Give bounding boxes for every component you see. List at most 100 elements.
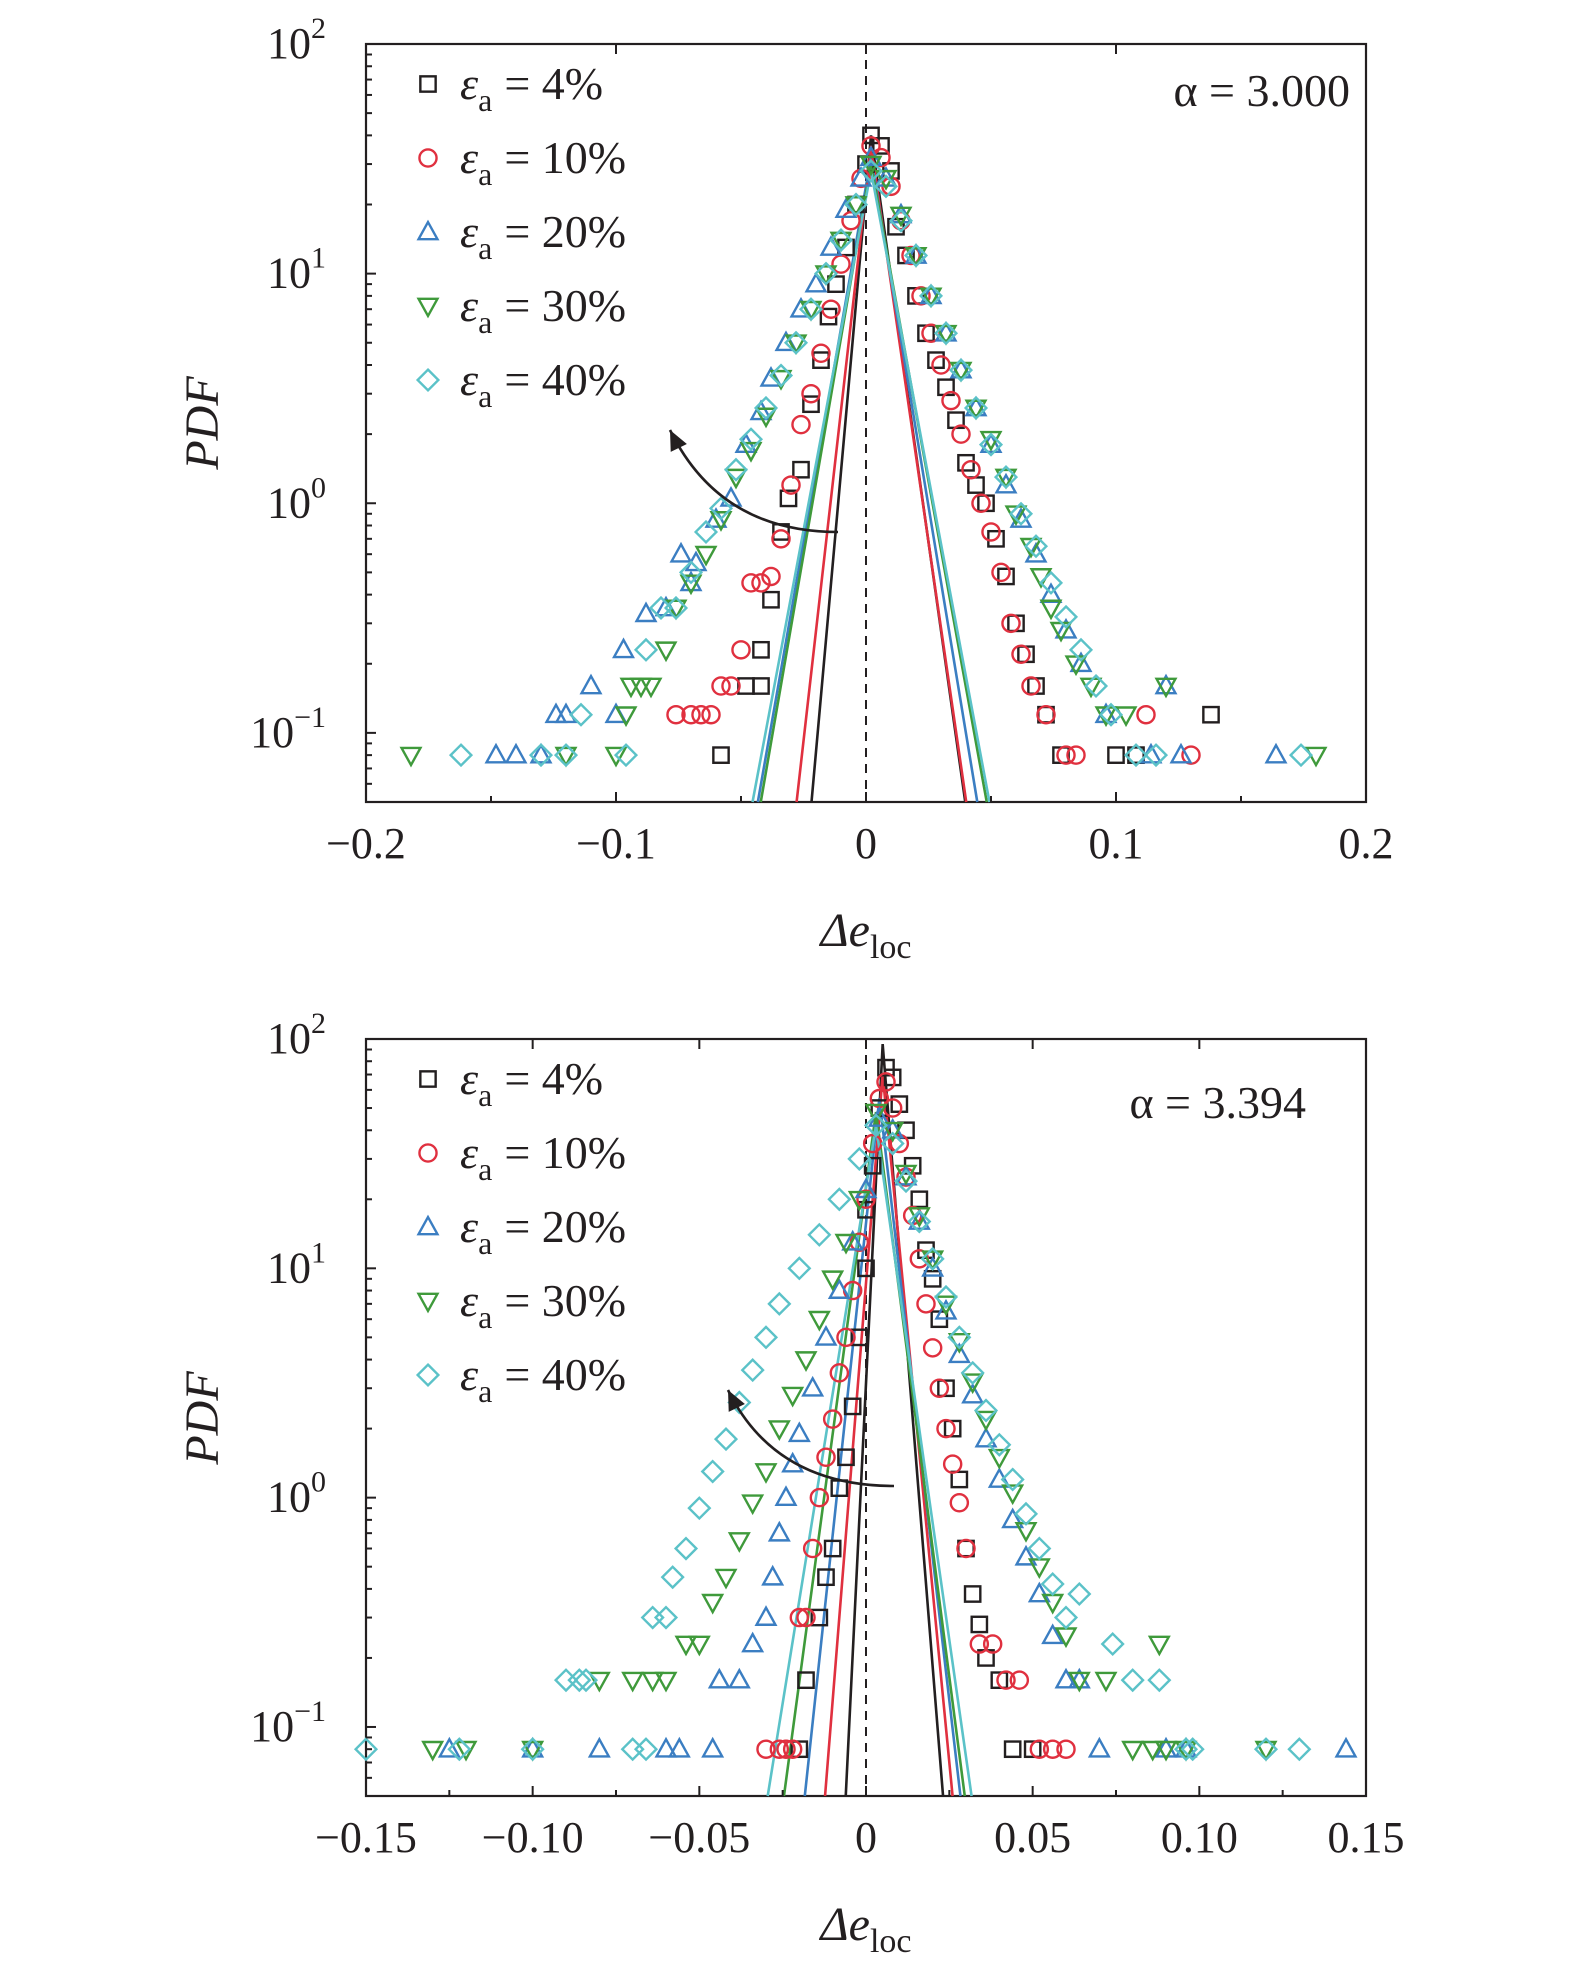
data-point-20pct: [1014, 1544, 1038, 1566]
data-point-20pct: [521, 1736, 545, 1758]
data-point-40pct: [1068, 637, 1094, 662]
data-point-4pct: [863, 1156, 882, 1175]
data-point-30pct: [807, 1310, 831, 1332]
data-point-30pct: [454, 1740, 478, 1762]
data-point-20pct: [1154, 1736, 1178, 1758]
data-point-4pct: [843, 1397, 862, 1416]
data-point-30pct: [1039, 599, 1063, 621]
data-point-4pct: [810, 1608, 829, 1627]
legend-label: εa = 40%: [460, 354, 626, 414]
data-point-10pct: [809, 1487, 830, 1508]
data-point-20pct: [761, 1564, 785, 1586]
data-point-30pct: [654, 1671, 678, 1693]
data-point-20pct: [1027, 1581, 1051, 1603]
data-point-40pct: [973, 1398, 999, 1423]
data-point-40pct: [738, 427, 764, 452]
data-point-40pct: [693, 519, 719, 544]
data-point-40pct: [978, 432, 1004, 457]
data-point-10pct: [982, 1634, 1003, 1654]
data-point-30pct: [864, 1103, 888, 1125]
data-point-4pct: [1027, 677, 1045, 695]
data-point-40pct: [708, 496, 734, 521]
data-point-30pct: [1141, 1740, 1165, 1762]
data-point-4pct: [802, 395, 820, 414]
data-point-40pct: [1013, 1501, 1039, 1526]
data-point-10pct: [971, 493, 991, 514]
y-tick-label: 10−1: [250, 701, 326, 757]
data-point-4pct: [752, 677, 770, 695]
data-point-20pct: [907, 1209, 931, 1230]
data-point-30pct: [1174, 1740, 1198, 1762]
data-point-40pct: [553, 1668, 579, 1693]
data-point-40pct: [863, 1113, 889, 1138]
axis-ticks: −0.15 −0.10 −0.05 0 0.05 0.10 0.15 10−1 100 101 10…: [250, 1007, 1404, 1862]
data-point-10pct: [789, 1607, 810, 1628]
x-axis-title-sub: loc: [870, 929, 912, 966]
data-point-20pct: [1041, 1623, 1065, 1645]
legend-marker-10pct: [418, 148, 438, 168]
data-point-20pct: [767, 1520, 791, 1542]
data-point-10pct: [1001, 613, 1021, 634]
data-point-10pct: [996, 1670, 1016, 1690]
data-point-30pct: [694, 545, 718, 567]
legend-marker-40pct: [415, 1362, 441, 1388]
data-point-10pct: [1009, 1670, 1030, 1690]
data-point-4pct: [950, 1470, 969, 1489]
legend: εa = 4% εa = 10% εa = 20% εa = 30% εa = 40%: [415, 58, 626, 414]
data-point-4pct: [812, 351, 830, 369]
data-point-20pct: [1334, 1736, 1358, 1758]
legend-label: εa = 30%: [460, 280, 626, 340]
x-tick-label: 0.2: [1339, 819, 1394, 868]
data-point-20pct: [827, 1278, 851, 1299]
data-point-30pct: [781, 1386, 805, 1408]
data-point-10pct: [822, 1409, 843, 1429]
data-point-40pct: [798, 297, 824, 322]
data-point-20pct: [634, 601, 658, 623]
data-point-40pct: [888, 208, 914, 233]
data-point-40pct: [1287, 1737, 1312, 1762]
data-point-40pct: [903, 243, 929, 268]
data-point-10pct: [949, 1493, 970, 1513]
legend-label: εa = 20%: [460, 1201, 626, 1261]
x-tick-label: 0.10: [1161, 1813, 1238, 1862]
y-tick-label: 100: [267, 471, 326, 527]
data-point-40pct: [920, 1246, 945, 1271]
data-point-20pct: [437, 1736, 461, 1758]
data-point-30pct: [949, 361, 973, 383]
fit-line-30pct: [782, 1111, 967, 1797]
data-point-4pct: [997, 567, 1015, 586]
x-axis-title-sub: loc: [870, 1923, 912, 1960]
data-point-40pct: [653, 1605, 679, 1630]
trend-arrow-head: [670, 430, 687, 452]
chart-panel-bottom: −0.15 −0.10 −0.05 0 0.05 0.10 0.15 10−1 100 101 10…: [176, 1007, 1405, 1960]
data-point-10pct: [761, 566, 781, 587]
data-point-4pct: [857, 1259, 875, 1278]
data-point-30pct: [654, 641, 678, 663]
data-point-40pct: [783, 330, 809, 355]
data-point-30pct: [974, 1410, 998, 1432]
x-tick-label: −0.15: [315, 1813, 417, 1862]
data-point-40pct: [678, 560, 704, 585]
data-point-4pct: [1127, 746, 1145, 764]
data-point-10pct: [666, 704, 686, 725]
data-point-40pct: [633, 1737, 659, 1762]
data-point-10pct: [942, 1454, 963, 1474]
data-point-4pct: [850, 1328, 869, 1347]
y-tick-label: 101: [267, 1236, 326, 1292]
fit-line-20pct: [756, 157, 979, 803]
x-axis-title: Δeloc: [818, 904, 911, 966]
data-point-4pct: [779, 489, 798, 508]
data-point-20pct: [679, 570, 703, 592]
data-point-4pct: [762, 590, 780, 609]
data-point-10pct: [1011, 644, 1031, 664]
data-point-20pct: [961, 1382, 985, 1404]
legend-label: εa = 20%: [460, 206, 626, 266]
data-point-40pct: [1288, 743, 1314, 768]
data-point-40pct: [947, 1325, 972, 1350]
data-point-10pct: [961, 459, 981, 480]
data-point-30pct: [754, 1463, 778, 1484]
data-point-40pct: [858, 158, 884, 183]
data-point-30pct: [844, 196, 868, 217]
data-point-20pct: [1054, 617, 1078, 639]
data-point-40pct: [847, 1146, 872, 1171]
